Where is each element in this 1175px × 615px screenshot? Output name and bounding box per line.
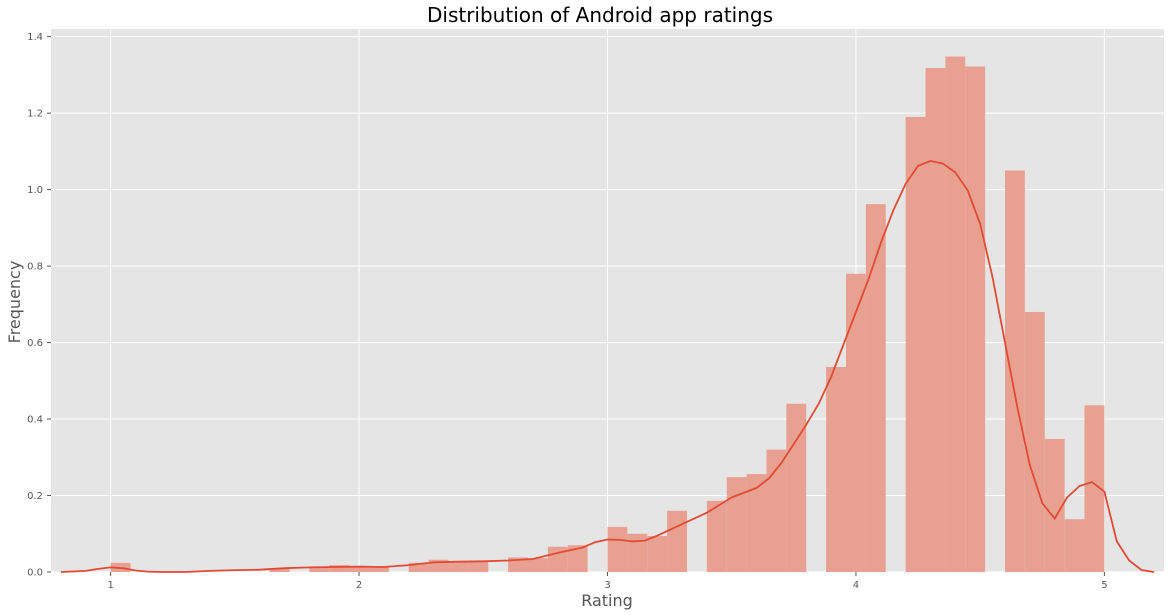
y-tick-label: 0.4 xyxy=(27,415,43,426)
histogram-bar xyxy=(329,565,350,572)
x-tick-label: 1 xyxy=(107,580,113,591)
y-tick-label: 1.4 xyxy=(27,32,43,43)
y-tick-label: 1.0 xyxy=(27,185,43,196)
histogram-bar xyxy=(706,500,727,572)
histogram-bar xyxy=(846,273,866,572)
histogram-bar xyxy=(667,510,687,572)
histogram-bar xyxy=(1005,170,1025,573)
histogram-bar xyxy=(786,403,807,572)
histogram-bar xyxy=(408,562,429,572)
histogram-bar xyxy=(627,533,648,572)
histogram-bars xyxy=(110,56,1105,573)
y-tick-label: 0.6 xyxy=(27,338,43,349)
histogram-bar xyxy=(567,545,588,572)
y-tick-label: 1.2 xyxy=(27,109,43,120)
histogram-bar xyxy=(945,56,966,572)
histogram-bar xyxy=(726,477,747,572)
histogram-bar xyxy=(508,557,528,572)
histogram-bar xyxy=(1084,405,1105,572)
histogram-bar xyxy=(766,449,787,572)
y-tick-label: 0.2 xyxy=(27,491,43,502)
y-axis-ticks: 0.0 0.2 0.4 0.6 0.8 1.0 1.2 1.4 xyxy=(27,32,51,579)
histogram-bar xyxy=(309,567,330,572)
histogram-bar xyxy=(607,526,628,572)
histogram-bar xyxy=(547,546,568,572)
histogram-bar xyxy=(925,68,946,573)
y-axis-label: Frequency xyxy=(5,261,24,344)
x-tick-label: 4 xyxy=(853,580,859,591)
x-axis-ticks: 1 2 3 4 5 xyxy=(107,572,1108,591)
histogram-bar xyxy=(746,474,767,572)
kde-line xyxy=(60,159,1155,573)
x-axis-label: Rating xyxy=(581,591,633,610)
y-tick-label: 0.0 xyxy=(27,568,43,579)
chart-title: Distribution of Android app ratings xyxy=(427,3,773,27)
histogram-bar xyxy=(528,558,548,572)
histogram-bar xyxy=(865,204,886,572)
histogram-bar xyxy=(1044,438,1065,572)
x-tick-label: 2 xyxy=(356,580,362,591)
histogram-bar xyxy=(1064,519,1085,572)
histogram-bar xyxy=(369,567,389,572)
x-tick-label: 3 xyxy=(604,580,610,591)
y-tick-label: 0.8 xyxy=(27,262,43,273)
histogram-bar xyxy=(468,561,489,572)
histogram-bar xyxy=(269,568,290,572)
histogram-bar xyxy=(448,561,469,572)
histogram-bar xyxy=(647,536,668,572)
x-tick-label: 5 xyxy=(1101,580,1107,591)
histogram-bar xyxy=(1024,311,1045,572)
histogram-bar xyxy=(965,66,986,573)
histogram-bar xyxy=(826,367,846,572)
histogram-bar xyxy=(905,116,926,572)
histogram-bar xyxy=(349,565,369,572)
